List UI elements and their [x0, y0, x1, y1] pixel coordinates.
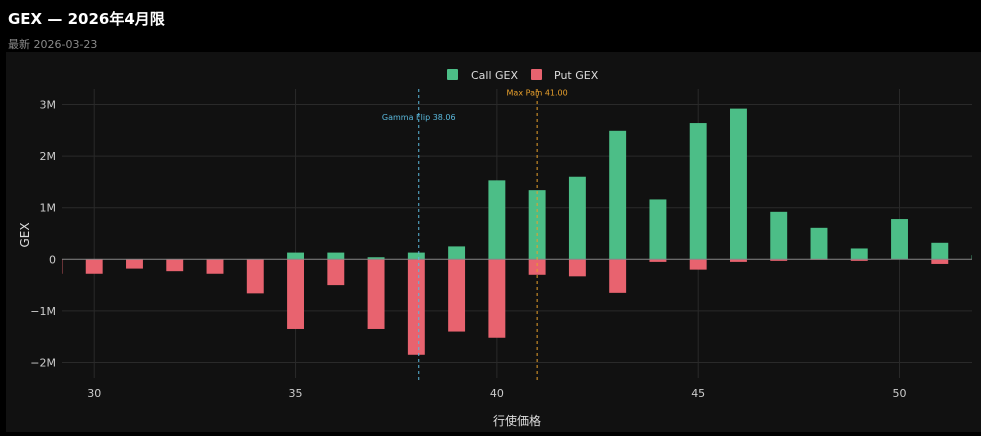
call-gex-bar[interactable] — [448, 246, 466, 260]
grid-layer — [62, 89, 972, 378]
call-gex-bar[interactable] — [931, 242, 949, 260]
put-gex-bar[interactable] — [407, 259, 425, 355]
call-gex-bar[interactable] — [770, 211, 788, 260]
put-gex-bar[interactable] — [85, 259, 103, 274]
put-gex-bar[interactable] — [166, 259, 184, 272]
put-gex-bar[interactable] — [327, 259, 345, 286]
put-gex-bar[interactable] — [850, 259, 868, 261]
put-gex-bar[interactable] — [770, 259, 788, 261]
put-gex-bar[interactable] — [287, 259, 304, 329]
x-tick-label: 30 — [87, 387, 101, 400]
put-gex-bar[interactable] — [528, 259, 546, 275]
put-gex-bar[interactable] — [206, 259, 224, 274]
put-gex-bar[interactable] — [649, 259, 667, 262]
call-gex-bar[interactable] — [810, 227, 828, 260]
x-tick-label: 35 — [289, 387, 303, 400]
call-gex-bar[interactable] — [850, 248, 868, 260]
chart-title: GEX — 2026年4月限 — [8, 10, 165, 28]
y-tick-label: 2M — [40, 150, 57, 163]
axis-layer: −2M −1M 0 1M 2M 3M 30 35 40 45 50 — [30, 98, 906, 400]
put-gex-bar[interactable] — [609, 259, 627, 293]
put-gex-bar[interactable] — [730, 259, 747, 262]
reference-lines-layer: Gamma Flip 38.06 Max Pain 41.00 — [62, 89, 972, 380]
call-gex-bar[interactable] — [609, 130, 627, 260]
x-tick-label: 40 — [490, 387, 504, 400]
call-gex-bar[interactable] — [689, 123, 707, 260]
legend-call-swatch[interactable] — [447, 69, 458, 80]
chart-subtitle: 最新 2026-03-23 — [8, 38, 98, 51]
x-axis-label: 行使価格 — [493, 413, 541, 428]
call-gex-bar[interactable] — [327, 252, 345, 260]
y-tick-label: 1M — [40, 202, 57, 215]
put-gex-bar[interactable] — [689, 259, 707, 270]
max-pain-label: Max Pain 41.00 — [507, 89, 568, 98]
legend-put-swatch[interactable] — [531, 69, 542, 80]
call-gex-bar[interactable] — [287, 252, 304, 260]
put-gex-bar[interactable] — [45, 259, 63, 274]
call-gex-bar[interactable] — [971, 255, 981, 260]
y-tick-label: −2M — [30, 357, 56, 370]
call-gex-bar[interactable] — [891, 219, 908, 260]
call-gex-bar[interactable] — [488, 180, 506, 260]
bars-layer — [45, 108, 981, 355]
gex-bar-chart: Gamma Flip 38.06 Max Pain 41.00 −2M −1M 0 1M… — [18, 69, 981, 428]
put-gex-bar[interactable] — [488, 259, 506, 338]
call-gex-bar[interactable] — [649, 199, 667, 260]
call-gex-bar[interactable] — [367, 257, 385, 260]
call-gex-bar[interactable] — [407, 252, 425, 260]
legend-put-label[interactable]: Put GEX — [554, 69, 599, 82]
call-gex-bar[interactable] — [528, 190, 546, 260]
y-tick-label: −1M — [30, 305, 56, 318]
put-gex-bar[interactable] — [448, 259, 466, 332]
call-gex-bar[interactable] — [730, 108, 747, 260]
x-tick-label: 50 — [893, 387, 907, 400]
legend: Call GEX Put GEX — [447, 69, 599, 82]
x-tick-label: 45 — [691, 387, 705, 400]
y-tick-label: 3M — [40, 98, 57, 111]
y-axis-label: GEX — [18, 222, 32, 247]
legend-call-label[interactable]: Call GEX — [471, 69, 519, 82]
put-gex-bar[interactable] — [931, 259, 949, 264]
put-gex-bar[interactable] — [126, 259, 143, 269]
chart-panel: Gamma Flip 38.06 Max Pain 41.00 −2M −1M 0 1M… — [6, 52, 981, 432]
gamma-flip-label: Gamma Flip 38.06 — [382, 113, 456, 122]
y-tick-label: 0 — [49, 253, 56, 266]
call-gex-bar[interactable] — [568, 176, 586, 260]
put-gex-bar[interactable] — [246, 259, 264, 294]
put-gex-bar[interactable] — [568, 259, 586, 277]
put-gex-bar[interactable] — [367, 259, 385, 329]
